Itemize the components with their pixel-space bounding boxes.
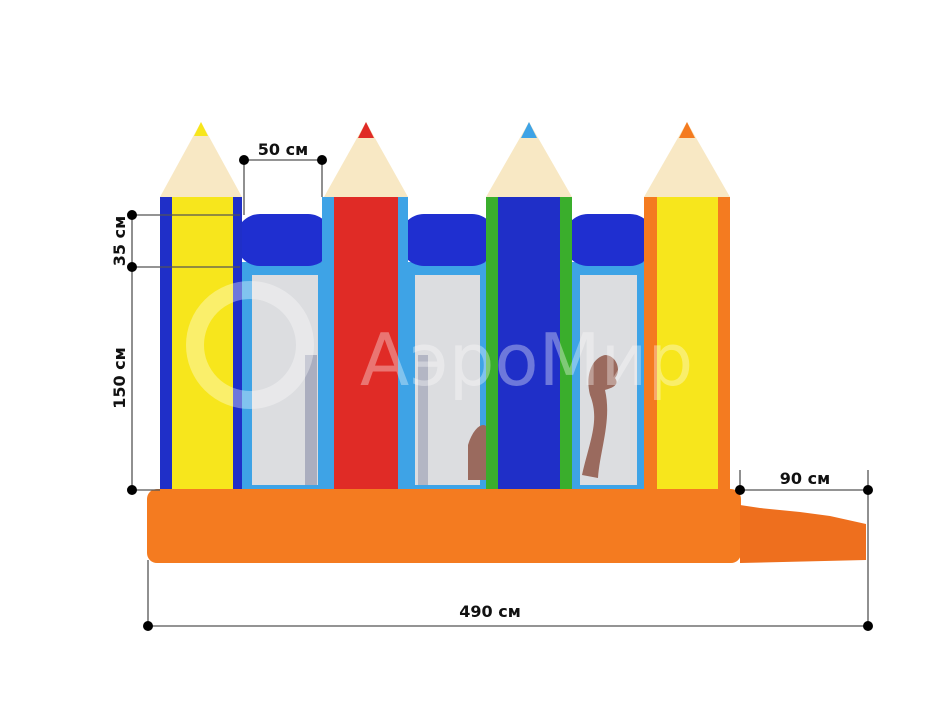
label-total-length: 490 см <box>459 602 521 621</box>
top-rolls <box>236 214 654 266</box>
dimension-lines <box>131 159 869 630</box>
label-roll-height: 35 см <box>110 216 129 266</box>
label-wall-height: 150 см <box>110 347 129 409</box>
pencil-yellow-left <box>160 122 242 492</box>
svg-text:АэроМир: АэроМир <box>360 318 693 402</box>
dimension-dots <box>127 155 873 631</box>
inflatable-base <box>147 489 741 563</box>
ramp <box>740 505 866 563</box>
dinosaur-figure <box>582 355 619 478</box>
label-window-width: 50 см <box>258 140 308 159</box>
pencil-blue <box>486 122 572 492</box>
pencil-red <box>322 122 408 492</box>
window-frames <box>240 262 650 492</box>
pencil-yellow-right <box>644 122 730 492</box>
label-ramp-length: 90 см <box>780 469 830 488</box>
watermark-logo: АэроМир <box>186 281 693 409</box>
